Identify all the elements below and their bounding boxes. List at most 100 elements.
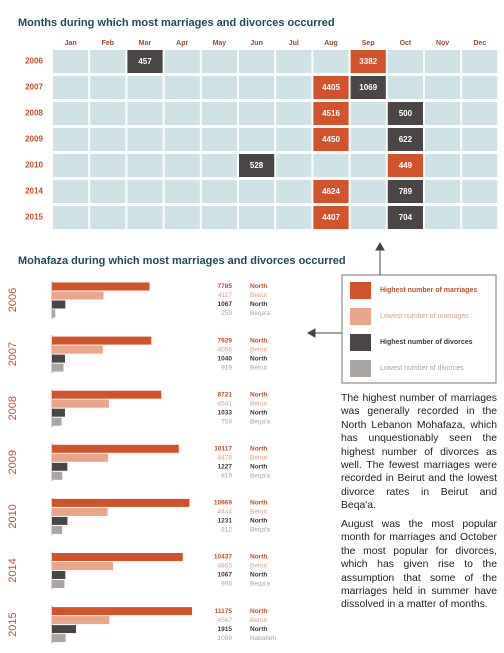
value-label: 1067 [218, 572, 233, 579]
cell [425, 128, 461, 151]
x-tick-label: Aug [324, 40, 338, 47]
cell-label: 3382 [359, 57, 377, 66]
cell [53, 102, 89, 125]
cell-value [313, 128, 349, 151]
value-label: 4567 [218, 617, 233, 624]
x-tick-label: May [213, 40, 227, 47]
cell [276, 180, 312, 203]
x-tick-label: Dec [473, 40, 486, 47]
value-label: 4865 [218, 563, 233, 570]
cell-value [387, 206, 423, 229]
cell [164, 206, 200, 229]
region-label: North [250, 464, 267, 471]
value-label: 7929 [218, 337, 233, 344]
cell-value [313, 180, 349, 203]
region-label: Beirut [250, 455, 267, 462]
cell [239, 206, 275, 229]
region-label: North [250, 301, 267, 308]
bar [52, 507, 108, 516]
cell [387, 76, 423, 99]
cell-value [387, 128, 423, 151]
region-label: North [250, 391, 267, 398]
cell [164, 102, 200, 125]
value-label: 10969 [214, 500, 232, 507]
bar [52, 291, 104, 300]
y-tick-label: 2014 [25, 187, 43, 196]
cell-value [350, 76, 386, 99]
cell [127, 76, 163, 99]
bar [52, 571, 66, 579]
cell-label: 4516 [322, 109, 340, 118]
region-label: Beirut [250, 563, 267, 570]
cell-value [387, 180, 423, 203]
cell [313, 154, 349, 177]
cell [53, 180, 89, 203]
cell [201, 206, 237, 229]
cell [276, 102, 312, 125]
cell [425, 76, 461, 99]
cell [53, 206, 89, 229]
cell [90, 128, 126, 151]
cell [164, 180, 200, 203]
region-label: Beirut [250, 346, 267, 353]
legend-swatch [350, 282, 371, 299]
chart-title: Months during which most marriages and d… [18, 17, 335, 29]
legend-label: Lowest number of divorces [380, 365, 464, 372]
bar [52, 417, 62, 426]
cell [90, 102, 126, 125]
value-label: 10437 [214, 554, 232, 561]
region-label: Beirut [250, 617, 267, 624]
value-label: 1040 [218, 355, 233, 362]
cell [90, 206, 126, 229]
cell-label: 449 [399, 161, 413, 170]
cell [425, 50, 461, 73]
cell [127, 102, 163, 125]
x-tick-label: Jul [289, 40, 299, 47]
region-label: North [250, 283, 267, 290]
cell-label: 4624 [322, 187, 340, 196]
bar [52, 616, 110, 625]
bar [52, 363, 64, 372]
cell [53, 76, 89, 99]
region-label: North [250, 518, 267, 525]
bar [52, 562, 113, 570]
value-label: 10117 [214, 446, 232, 453]
bar [52, 453, 109, 462]
cell [462, 76, 498, 99]
cell [425, 102, 461, 125]
cell-label: 789 [399, 187, 413, 196]
cell [201, 76, 237, 99]
region-label: North [250, 500, 267, 507]
bar [52, 444, 179, 453]
x-tick-label: Oct [400, 40, 412, 47]
cell [164, 76, 200, 99]
region-label: Beirut [250, 509, 267, 516]
cell [164, 128, 200, 151]
x-tick-label: Nov [436, 40, 449, 47]
value-label: 4478 [218, 455, 233, 462]
value-label: 812 [221, 527, 232, 534]
region-label: North [250, 446, 267, 453]
value-label: 259 [221, 310, 232, 317]
legend-swatch [350, 360, 371, 377]
y-tick-label: 2010 [7, 504, 19, 528]
cell [276, 128, 312, 151]
value-label: 998 [221, 581, 232, 588]
bar [52, 354, 66, 363]
cell [239, 128, 275, 151]
cell [350, 154, 386, 177]
cell [462, 180, 498, 203]
bar [52, 525, 63, 534]
cell-value [387, 102, 423, 125]
paragraph: August was the most popular month for ma… [341, 519, 497, 611]
y-tick-label: 2010 [25, 161, 43, 170]
cell [127, 206, 163, 229]
cell-value [239, 154, 275, 177]
bar [52, 498, 190, 507]
cell [462, 128, 498, 151]
y-tick-label: 2009 [25, 135, 43, 144]
cell-value [127, 50, 163, 73]
bar [52, 607, 192, 616]
cell [201, 154, 237, 177]
